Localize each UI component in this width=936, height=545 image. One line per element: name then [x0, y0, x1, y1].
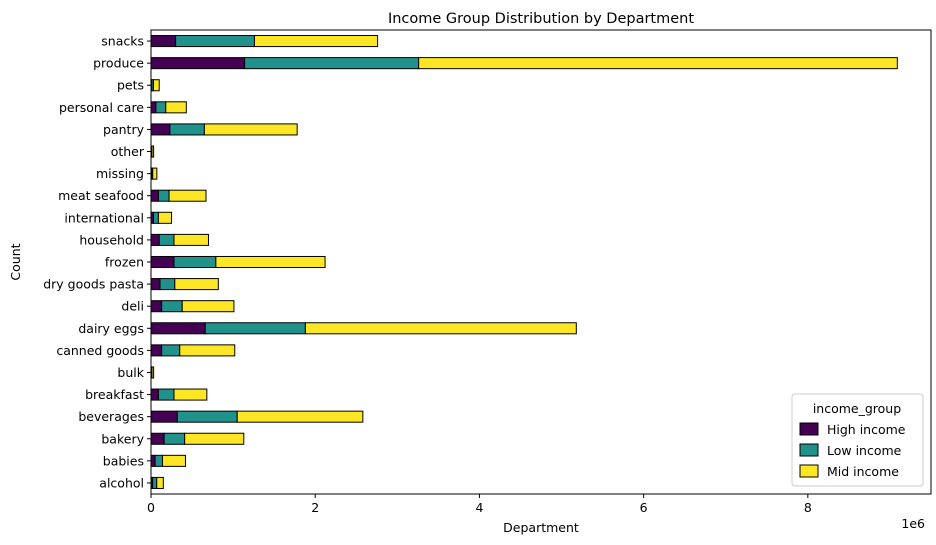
y-tick-label: dry goods pasta: [43, 277, 144, 292]
y-tick-label: pets: [117, 78, 144, 93]
legend-swatch-low-income: [799, 443, 819, 457]
bar-personal-care-mid-income: [165, 101, 187, 114]
bar-canned-goods-mid-income: [179, 344, 236, 357]
bar-household-high-income: [150, 233, 160, 246]
bar-alcohol-low-income: [152, 476, 158, 489]
bar-snacks-low-income: [175, 35, 255, 48]
bar-beverages-high-income: [150, 410, 178, 423]
bar-household-mid-income: [173, 233, 209, 246]
y-tick-label: bakery: [101, 431, 144, 446]
bar-meat-seafood-mid-income: [168, 189, 207, 202]
bar-canned-goods-high-income: [150, 344, 163, 357]
legend-label: High income: [827, 422, 906, 437]
plot-frame: [150, 29, 932, 495]
bar-breakfast-low-income: [157, 388, 175, 401]
bar-deli-low-income: [161, 300, 183, 313]
bar-dairy-eggs-low-income: [204, 322, 306, 335]
bar-babies-mid-income: [161, 454, 186, 467]
bar-international-mid-income: [157, 211, 173, 224]
y-tick-label: meat seafood: [58, 188, 144, 203]
bar-bakery-low-income: [163, 432, 186, 445]
bar-deli-high-income: [150, 300, 163, 313]
bar-breakfast-high-income: [150, 388, 159, 401]
y-tick-label: pantry: [103, 122, 145, 137]
y-tick-label: other: [111, 144, 145, 159]
bar-other-mid-income: [151, 145, 155, 158]
x-tick-label: 8: [804, 500, 812, 515]
y-axis-label: Count: [8, 243, 23, 280]
x-tick-label: 6: [640, 500, 648, 515]
y-tick-label: babies: [103, 453, 144, 468]
bar-bakery-high-income: [150, 432, 165, 445]
y-tick-labels: snacks produce pets personal care pantry othe…: [43, 34, 151, 490]
bar-bakery-mid-income: [184, 432, 245, 445]
bar-babies-high-income: [150, 454, 156, 467]
y-tick-label: deli: [121, 299, 144, 314]
bar-snacks-mid-income: [253, 35, 379, 48]
bar-frozen-mid-income: [215, 255, 326, 269]
bar-dry-goods-pasta-mid-income: [174, 278, 219, 291]
bar-dry-goods-pasta-high-income: [150, 278, 161, 291]
chart-title: Income Group Distribution by Department: [388, 11, 694, 27]
legend-label: Low income: [827, 443, 902, 458]
bar-dairy-eggs-high-income: [150, 322, 206, 335]
bar-meat-seafood-low-income: [157, 189, 170, 202]
x-tick-label: 2: [311, 500, 319, 515]
bar-international-low-income: [152, 211, 159, 224]
y-tick-label: produce: [93, 56, 144, 71]
bar-pets-mid-income: [152, 79, 160, 92]
bar-frozen-high-income: [150, 255, 175, 269]
y-tick-label: snacks: [101, 34, 144, 49]
y-tick-label: personal care: [59, 100, 144, 115]
y-tick-label: canned goods: [56, 343, 144, 358]
bar-dairy-eggs-mid-income: [304, 322, 577, 335]
y-tick-label: frozen: [105, 255, 144, 270]
x-tick-labels: 0 2 4 6 8: [147, 494, 812, 515]
bar-breakfast-mid-income: [173, 388, 208, 401]
bar-produce-mid-income: [418, 57, 898, 70]
y-tick-label: international: [64, 210, 144, 225]
bar-dry-goods-pasta-low-income: [159, 278, 176, 291]
x-tick-label: 4: [475, 500, 483, 515]
bar-alcohol-mid-income: [156, 476, 164, 489]
y-tick-label: breakfast: [85, 387, 144, 402]
bar-canned-goods-low-income: [161, 344, 181, 357]
y-tick-label: bulk: [117, 365, 144, 380]
bar-pantry-high-income: [150, 123, 171, 136]
bar-pantry-low-income: [169, 123, 205, 136]
y-tick-label: missing: [96, 166, 144, 181]
bar-babies-low-income: [154, 454, 163, 467]
bar-meat-seafood-high-income: [150, 189, 159, 202]
bar-household-low-income: [158, 233, 175, 246]
x-tick-label: 0: [147, 500, 155, 515]
x-axis-label: Department: [503, 520, 579, 535]
y-tick-label: household: [79, 232, 144, 247]
bar-layer: [150, 35, 898, 489]
legend-swatch-mid-income: [799, 464, 819, 478]
bar-deli-mid-income: [181, 300, 235, 313]
bar-snacks-high-income: [150, 35, 177, 48]
y-tick-label: alcohol: [99, 475, 144, 490]
y-tick-label: dairy eggs: [78, 321, 144, 336]
legend-title: income_group: [813, 401, 901, 416]
bar-missing-mid-income: [152, 167, 158, 180]
bar-produce-high-income: [150, 57, 246, 70]
legend: income_group High income Low income Mid in…: [791, 393, 924, 487]
bar-personal-care-high-income: [150, 101, 157, 114]
bar-beverages-low-income: [176, 410, 238, 423]
bar-bulk-mid-income: [151, 366, 155, 379]
bar-produce-low-income: [244, 57, 420, 70]
bar-beverages-mid-income: [236, 410, 364, 423]
x-offset-label: 1e6: [901, 516, 925, 531]
legend-swatch-high-income: [799, 422, 819, 436]
y-tick-label: beverages: [78, 409, 144, 424]
bar-frozen-low-income: [173, 255, 217, 269]
bar-personal-care-low-income: [155, 101, 167, 114]
legend-label: Mid income: [827, 464, 899, 479]
bar-pantry-mid-income: [203, 123, 298, 136]
legend-box: [791, 393, 924, 487]
